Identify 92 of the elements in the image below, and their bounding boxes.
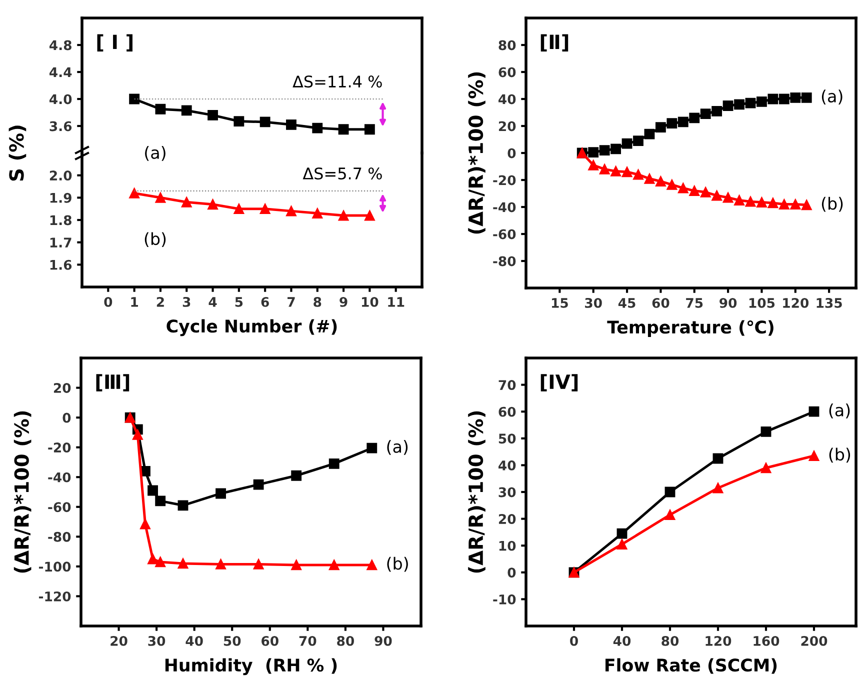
y-tick-label: -80 — [493, 256, 516, 266]
series-label: (b) — [144, 232, 166, 248]
x-tick-label: 105 — [749, 298, 775, 308]
text: [IV] — [540, 374, 578, 392]
x-axis-title: Flow Rate (SCCM) — [606, 658, 777, 674]
y-axis-title: (ΔR/R)*100 (%) — [468, 411, 486, 573]
y-tick-label: 20 — [498, 514, 516, 524]
series-label: (b) — [829, 448, 850, 463]
x-tick-label: 200 — [801, 636, 828, 646]
y-tick-label: -60 — [493, 229, 516, 240]
y-tick-label: 40 — [498, 460, 516, 470]
text: [Ⅱ] — [540, 34, 568, 52]
x-tick-label: 20 — [110, 636, 128, 646]
y-tick-label: 1.8 — [50, 215, 72, 226]
y-tick-label: 70 — [498, 380, 516, 390]
x-tick-label: 80 — [662, 636, 679, 646]
series-label: (a) — [387, 440, 408, 455]
x-tick-label: 70 — [299, 636, 316, 646]
y-tick-label: 1.9 — [50, 192, 72, 203]
x-tick-label: 45 — [618, 298, 636, 308]
x-tick-label: 75 — [686, 298, 703, 308]
x-tick-label: 3 — [182, 296, 190, 307]
x-tick-label: 8 — [314, 296, 322, 307]
y-tick-label: 20 — [54, 383, 71, 393]
y-axis-title: (ΔR/R)*100 (%) — [14, 411, 32, 573]
x-tick-label: 1 — [131, 297, 138, 307]
x-tick-label: 120 — [706, 636, 732, 646]
y-tick-label: -60 — [48, 502, 71, 512]
x-axis-title: Cycle Number (#) — [166, 319, 337, 336]
y-tick-label: 20 — [498, 121, 516, 132]
y-tick-label: 10 — [499, 540, 516, 551]
y-tick-label: -120 — [38, 591, 71, 602]
y-axis-title: S (%) — [8, 126, 26, 181]
x-tick-label: 11 — [388, 297, 404, 307]
y-tick-label: 4.0 — [50, 94, 72, 104]
series-label: (a) — [829, 404, 850, 418]
y-tick-label: 4.8 — [50, 40, 72, 50]
y-tick-label: -80 — [48, 532, 71, 542]
x-tick-label: 120 — [783, 298, 809, 308]
x-tick-label: 0 — [104, 296, 112, 307]
y-tick-label: 40 — [498, 94, 516, 104]
x-tick-label: 60 — [262, 636, 278, 646]
y-tick-label: -40 — [493, 202, 516, 212]
y-tick-label: 30 — [498, 487, 516, 498]
x-tick-label: 2 — [156, 296, 164, 307]
x-tick-label: 80 — [337, 636, 354, 646]
x-tick-label: 90 — [720, 298, 737, 308]
text: [ I ] — [97, 34, 132, 52]
x-tick-label: 30 — [148, 636, 166, 646]
x-tick-label: 9 — [340, 296, 348, 307]
y-tick-label: -10 — [493, 594, 516, 604]
y-tick-label: -20 — [48, 442, 71, 453]
series-label: (a) — [822, 90, 842, 104]
x-tick-label: 6 — [261, 296, 269, 307]
y-axis-title: (ΔR/R)*100 (%) — [468, 72, 486, 234]
x-tick-label: 0 — [570, 636, 578, 646]
x-tick-label: 160 — [754, 636, 780, 646]
y-tick-label: -20 — [493, 175, 516, 186]
x-tick-label: 135 — [816, 298, 842, 308]
x-axis-title: Temperature (℃) — [607, 320, 774, 338]
x-tick-label: 50 — [224, 636, 241, 646]
x-tick-label: 30 — [585, 298, 602, 308]
series-label: (b) — [822, 196, 843, 212]
series-label: (b) — [387, 556, 408, 572]
y-tick-label: -100 — [38, 562, 71, 572]
x-tick-label: 10 — [362, 296, 378, 307]
x-tick-label: 40 — [613, 636, 631, 646]
x-axis-title: Humidity (RH % ) — [165, 658, 337, 676]
y-tick-label: 80 — [498, 40, 516, 50]
y-tick-label: 0 — [508, 148, 516, 158]
x-tick-label: 4 — [208, 297, 217, 307]
x-tick-label: 15 — [552, 298, 568, 308]
y-tick-label: 1.7 — [50, 238, 72, 248]
y-tick-label: 2.0 — [50, 170, 72, 181]
annotation: ΔS=5.7 % — [302, 167, 382, 180]
y-tick-label: 60 — [498, 67, 516, 78]
series-label: (a) — [145, 146, 166, 161]
annotation: ΔS=11.4 % — [292, 75, 382, 88]
x-tick-label: 40 — [186, 636, 203, 646]
x-tick-label: 7 — [288, 297, 295, 307]
y-tick-label: -40 — [48, 472, 71, 482]
x-tick-label: 60 — [652, 298, 670, 308]
y-tick-label: 60 — [498, 406, 516, 417]
y-tick-label: 0 — [508, 568, 516, 578]
text: [Ⅲ] — [96, 374, 130, 392]
y-tick-label: 0 — [62, 412, 71, 423]
x-tick-label: 5 — [235, 297, 243, 307]
y-tick-label: 50 — [498, 434, 516, 444]
x-tick-label: 90 — [374, 636, 392, 646]
y-tick-label: 3.6 — [50, 121, 72, 132]
y-tick-label: 1.6 — [50, 260, 72, 270]
y-tick-label: 4.4 — [50, 67, 72, 78]
